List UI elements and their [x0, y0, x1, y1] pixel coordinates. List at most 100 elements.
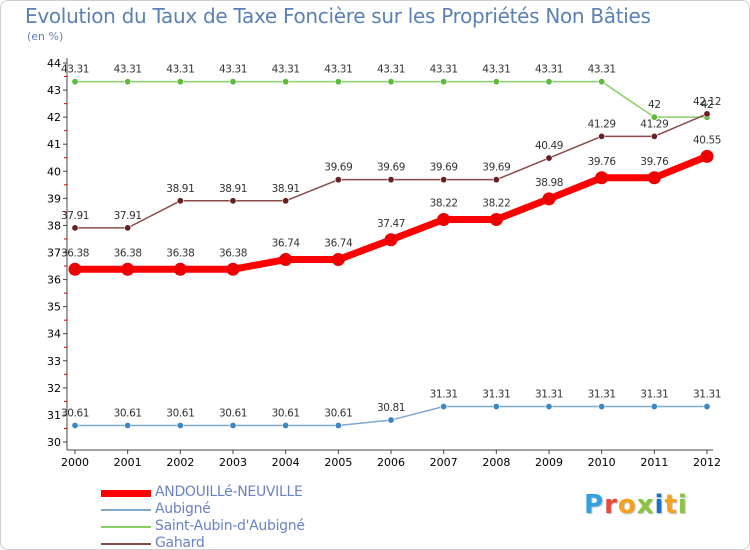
logo-letter: o [617, 490, 637, 520]
logo-letter: x [636, 490, 655, 520]
y-tick-label: 40 [47, 165, 61, 178]
data-point [598, 78, 606, 86]
data-label: 43.31 [114, 64, 142, 76]
x-tick-label: 2011 [640, 456, 668, 469]
y-tick-label: 30 [47, 436, 61, 449]
y-tick-label: 34 [47, 328, 61, 341]
data-label: 38.98 [535, 177, 563, 189]
data-point [124, 78, 132, 86]
data-label: 36.38 [114, 247, 142, 259]
data-label: 31.31 [693, 389, 721, 401]
data-label: 39.69 [482, 162, 510, 174]
data-label: 36.38 [166, 247, 194, 259]
data-point [440, 403, 448, 411]
data-point [492, 78, 500, 86]
data-point [226, 262, 240, 276]
data-label: 36.74 [324, 238, 353, 250]
data-point [647, 171, 661, 185]
data-label: 37.91 [61, 210, 89, 222]
chart-subtitle: (en %) [27, 30, 64, 43]
data-point [650, 403, 658, 411]
data-label: 36.38 [61, 247, 89, 259]
x-tick-label: 2001 [114, 456, 142, 469]
data-label: 36.38 [219, 247, 247, 259]
data-point [282, 78, 290, 86]
data-point [331, 253, 345, 267]
data-point [598, 132, 606, 140]
data-point [334, 78, 342, 86]
data-label: 39.76 [588, 156, 617, 168]
y-tick-label: 39 [47, 192, 61, 205]
y-tick-label: 36 [47, 274, 61, 287]
y-tick-label: 44 [47, 57, 61, 70]
y-tick-label: 31 [47, 409, 61, 422]
data-label: 38.22 [430, 197, 458, 209]
x-tick-label: 2003 [219, 456, 247, 469]
data-point [598, 403, 606, 411]
data-label: 30.61 [114, 407, 142, 419]
data-label: 38.22 [482, 197, 510, 209]
data-label: 37.47 [377, 218, 405, 230]
y-tick-label: 41 [47, 138, 61, 151]
data-label: 43.31 [482, 64, 510, 76]
data-label: 30.61 [219, 407, 247, 419]
data-point [700, 149, 714, 163]
x-tick-label: 2002 [166, 456, 194, 469]
legend-label: Saint-Aubin-d'Aubigné [155, 518, 305, 534]
data-point [229, 197, 237, 205]
data-label: 39.69 [377, 162, 405, 174]
x-tick-label: 2012 [693, 456, 721, 469]
data-label: 43.31 [535, 64, 563, 76]
data-point [71, 421, 79, 429]
x-tick-label: 2006 [377, 456, 405, 469]
x-tick-label: 2008 [482, 456, 510, 469]
data-point [176, 421, 184, 429]
data-point [282, 421, 290, 429]
data-label: 39.69 [324, 162, 352, 174]
data-label: 43.31 [219, 64, 247, 76]
data-point [492, 176, 500, 184]
data-label: 43.31 [272, 64, 300, 76]
data-point [595, 171, 609, 185]
data-label: 38.91 [272, 183, 300, 195]
x-tick-label: 2007 [430, 456, 458, 469]
data-point [545, 403, 553, 411]
data-point [387, 416, 395, 424]
data-point [229, 421, 237, 429]
data-point [176, 78, 184, 86]
legend-label: Aubigné [155, 501, 211, 517]
legend-swatch [101, 509, 151, 511]
data-label: 30.81 [377, 402, 405, 414]
data-point [384, 233, 398, 247]
data-label: 40.55 [693, 134, 721, 146]
data-point [173, 262, 187, 276]
data-point [440, 78, 448, 86]
data-point [229, 78, 237, 86]
x-tick-label: 2000 [61, 456, 89, 469]
data-label: 30.61 [61, 407, 89, 419]
data-label: 39.69 [430, 162, 458, 174]
logo-letter: P [584, 490, 605, 520]
proxiti-logo: Proxiti [584, 490, 688, 520]
data-label: 43.31 [61, 64, 89, 76]
chart-title: Evolution du Taux de Taxe Foncière sur l… [25, 4, 651, 28]
y-tick-label: 43 [47, 84, 61, 97]
data-point [492, 403, 500, 411]
legend-swatch [101, 543, 151, 545]
data-point [703, 403, 711, 411]
logo-letter: t [664, 490, 678, 520]
data-point [71, 78, 79, 86]
data-point [387, 78, 395, 86]
legend-swatch [101, 490, 151, 497]
y-tick-label: 35 [47, 301, 61, 314]
data-point [440, 176, 448, 184]
y-tick-label: 42 [47, 111, 61, 124]
legend-label: Gahard [155, 535, 205, 550]
data-point [387, 176, 395, 184]
data-label: 43.31 [324, 64, 352, 76]
y-tick-label: 38 [47, 219, 61, 232]
data-label: 30.61 [166, 407, 194, 419]
series-line [74, 80, 708, 118]
logo-letter: i [677, 490, 688, 520]
